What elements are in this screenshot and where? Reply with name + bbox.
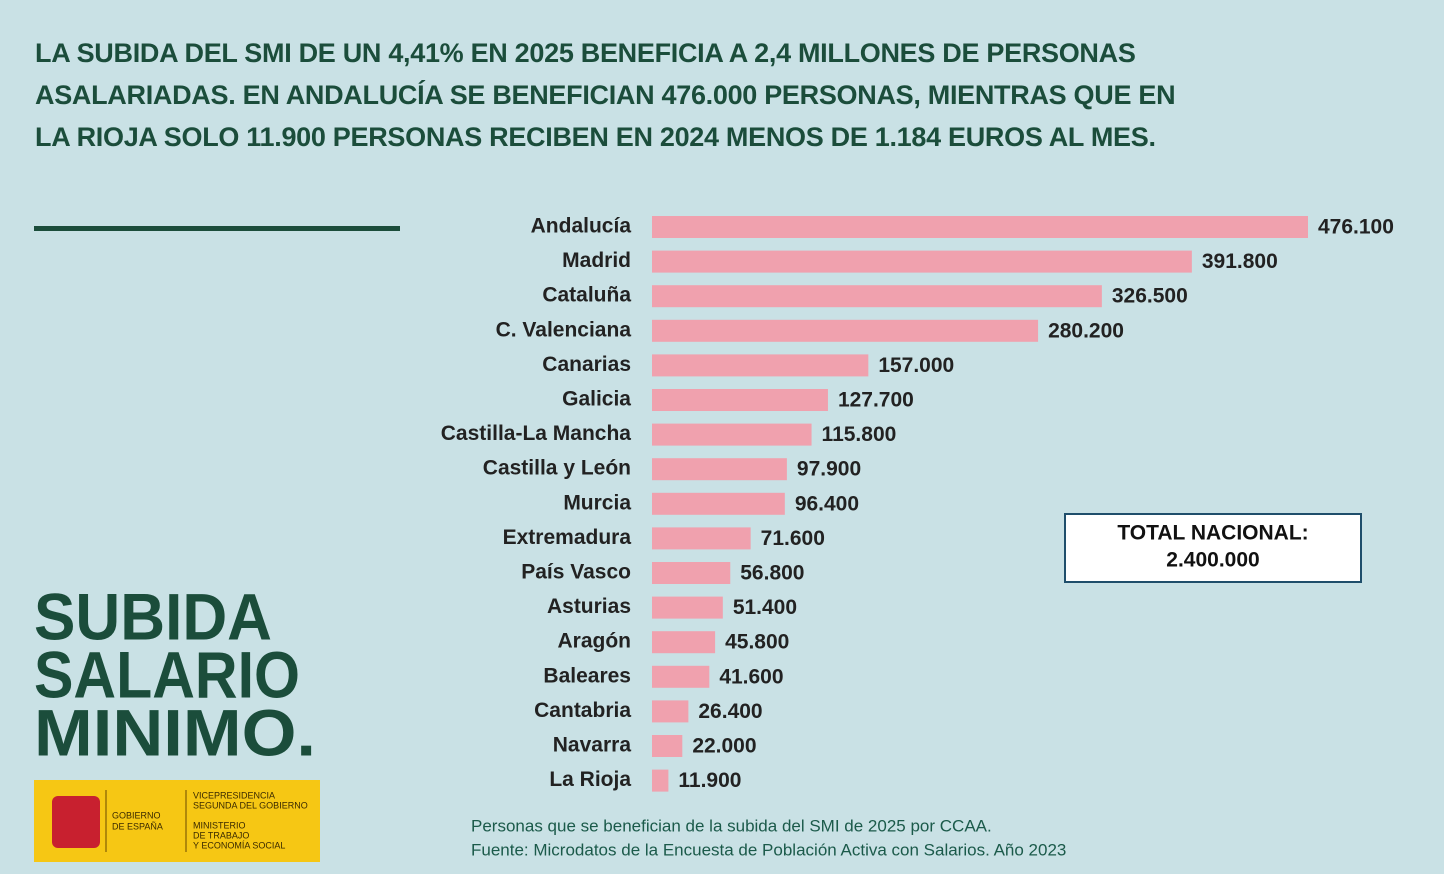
- value-label: 51.400: [733, 596, 797, 619]
- bar: [652, 769, 669, 792]
- bar: [652, 423, 812, 446]
- ministry-text: DE TRABAJO: [193, 830, 249, 840]
- bar: [652, 596, 723, 619]
- source: Fuente: Microdatos de la Encuesta de Pob…: [471, 840, 1066, 859]
- value-label: 11.900: [678, 769, 741, 792]
- bar: [652, 285, 1102, 308]
- category-label: La Rioja: [549, 768, 631, 791]
- category-label: Asturias: [547, 595, 631, 618]
- bar: [652, 665, 710, 688]
- bar: [652, 216, 1308, 238]
- bar: [652, 389, 828, 411]
- bar: [652, 562, 731, 584]
- value-label: 45.800: [725, 631, 789, 654]
- value-label: 476.100: [1318, 216, 1394, 239]
- category-label: Galicia: [562, 388, 631, 411]
- value-label: 96.400: [795, 492, 859, 515]
- value-label: 97.900: [797, 458, 861, 481]
- category-label: Madrid: [562, 249, 631, 272]
- bar: [652, 319, 1039, 342]
- bar: [652, 631, 716, 654]
- chart-title: LA SUBIDA DEL SMI DE UN 4,41% EN 2025 BE…: [35, 38, 1176, 152]
- category-label: Aragón: [558, 630, 632, 653]
- value-label: 41.600: [719, 665, 783, 688]
- bar: [652, 527, 751, 550]
- category-label: Castilla-La Mancha: [441, 422, 632, 445]
- category-label: Canarias: [542, 353, 631, 376]
- campaign-logo: MINIMO.: [34, 695, 316, 769]
- category-label: País Vasco: [521, 561, 631, 584]
- category-label: C. Valenciana: [496, 318, 632, 341]
- category-label: Cataluña: [542, 284, 631, 307]
- value-label: 22.000: [692, 735, 756, 758]
- bar: [652, 458, 787, 481]
- gov-text: GOBIERNO: [112, 810, 161, 820]
- total-label: TOTAL NACIONAL:: [1117, 522, 1308, 545]
- value-label: 56.800: [740, 562, 804, 585]
- category-label: Cantabria: [534, 699, 631, 722]
- ministry-text: Y ECONOMÍA SOCIAL: [193, 840, 285, 850]
- value-label: 71.600: [761, 527, 825, 550]
- total-value: 2.400.000: [1166, 549, 1259, 572]
- coat-of-arms: [52, 796, 100, 848]
- bar: [652, 354, 869, 377]
- bar: [652, 250, 1192, 273]
- category-label: Baleares: [543, 664, 631, 687]
- value-label: 127.700: [838, 389, 914, 412]
- category-label: Murcia: [563, 491, 631, 514]
- value-label: 157.000: [878, 354, 954, 377]
- bar: [652, 492, 785, 515]
- vp-text: SEGUNDA DEL GOBIERNO: [193, 800, 308, 810]
- campaign-logo: SUBIDA: [34, 579, 272, 653]
- divider: [34, 226, 400, 231]
- bar: [652, 735, 683, 757]
- gov-text: DE ESPAÑA: [112, 821, 163, 831]
- value-label: 115.800: [822, 423, 897, 446]
- campaign-logo: SALARIO: [34, 637, 300, 711]
- bar: [652, 700, 689, 723]
- total-box: [1064, 513, 1362, 583]
- value-label: 26.400: [698, 700, 762, 723]
- value-label: 391.800: [1202, 250, 1278, 273]
- vp-text: VICEPRESIDENCIA: [193, 790, 275, 800]
- ministry-text: MINISTERIO: [193, 820, 246, 830]
- category-label: Navarra: [553, 734, 632, 757]
- value-label: 326.500: [1112, 285, 1188, 308]
- value-label: 280.200: [1048, 319, 1124, 342]
- caption: Personas que se benefician de la subida …: [471, 816, 992, 835]
- category-label: Castilla y León: [483, 457, 631, 480]
- category-label: Andalucía: [531, 215, 632, 238]
- category-label: Extremadura: [503, 526, 632, 549]
